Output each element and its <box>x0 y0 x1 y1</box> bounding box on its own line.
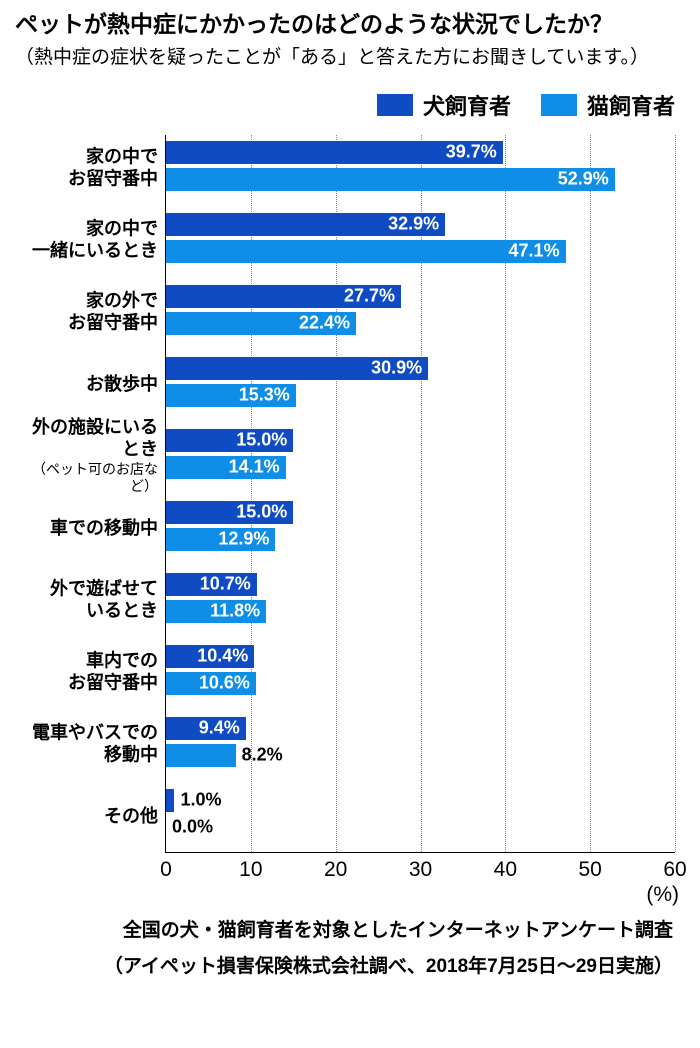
legend-item-series2: 猫飼育者 <box>541 89 675 121</box>
legend-label-2: 猫飼育者 <box>587 89 675 121</box>
value-label: 15.0% <box>236 430 293 451</box>
x-tick-label: 0 <box>160 858 172 882</box>
category-label: 車内でのお留守番中 <box>18 649 166 694</box>
footer-line-2: （アイペット損害保険株式会社調べ、2018年7月25日〜29日実施） <box>15 949 673 985</box>
x-tick-label: 40 <box>494 858 517 882</box>
x-tick-label: 20 <box>324 858 347 882</box>
category-label: その他 <box>18 805 166 828</box>
category-label: 車での移動中 <box>18 517 166 540</box>
value-label: 11.8% <box>210 601 266 622</box>
category-label: 家の中でお留守番中 <box>18 145 166 190</box>
value-label: 52.9% <box>558 169 615 190</box>
bar-row: 10.4% <box>166 645 675 668</box>
value-label: 10.6% <box>199 673 256 694</box>
value-label: 8.2% <box>236 745 283 766</box>
bar-group: 車での移動中15.0%12.9% <box>166 501 675 555</box>
legend-item-series1: 犬飼育者 <box>377 89 511 121</box>
bar-row: 0.0% <box>166 816 675 839</box>
bar-row: 8.2% <box>166 744 675 767</box>
x-tick-label: 50 <box>578 858 601 882</box>
category-label: お散歩中 <box>18 373 166 396</box>
bar-group: 外で遊ばせているとき10.7%11.8% <box>166 573 675 627</box>
category-label: 家の中で一緒にいるとき <box>18 217 166 262</box>
plot-area: 0102030405060(%)家の中でお留守番中39.7%52.9%家の中で一… <box>165 135 675 853</box>
bar-group: その他1.0%0.0% <box>166 789 675 843</box>
bar-row: 14.1% <box>166 456 675 479</box>
bar-group: 家の中で一緒にいるとき32.9%47.1% <box>166 213 675 267</box>
bar-row: 39.7% <box>166 141 675 164</box>
value-label: 15.0% <box>236 502 293 523</box>
value-label: 12.9% <box>218 529 275 550</box>
bar-row: 1.0% <box>166 789 675 812</box>
value-label: 22.4% <box>299 313 356 334</box>
category-label: 電車やバスでの移動中 <box>18 721 166 766</box>
category-label: 家の外でお留守番中 <box>18 289 166 334</box>
bar-group: 家の中でお留守番中39.7%52.9% <box>166 141 675 195</box>
chart-title: ペットが熱中症にかかったのはどのような状況でしたか？ <box>15 10 685 40</box>
bar-group: お散歩中30.9%15.3% <box>166 357 675 411</box>
bar-group: 外の施設にいるとき（ペット可のお店など）15.0%14.1% <box>166 429 675 483</box>
bar-row: 32.9% <box>166 213 675 236</box>
value-label: 30.9% <box>371 358 428 379</box>
bar-row: 10.6% <box>166 672 675 695</box>
legend-label-1: 犬飼育者 <box>423 89 511 121</box>
gridline <box>675 135 676 852</box>
bar-row: 15.3% <box>166 384 675 407</box>
chart-subtitle: （熱中症の症状を疑ったことが「ある」と答えた方にお聞きしています。） <box>15 42 685 69</box>
bar-series2 <box>166 744 236 767</box>
x-tick-label: 10 <box>239 858 262 882</box>
bar-row: 10.7% <box>166 573 675 596</box>
bar-row: 47.1% <box>166 240 675 263</box>
x-axis-unit: (%) <box>646 883 679 907</box>
bar-group: 車内でのお留守番中10.4%10.6% <box>166 645 675 699</box>
bar-row: 15.0% <box>166 501 675 524</box>
bar-group: 家の外でお留守番中27.7%22.4% <box>166 285 675 339</box>
category-label: 外の施設にいるとき（ペット可のお店など） <box>18 416 166 496</box>
footer-line-1: 全国の犬・猫飼育者を対象としたインターネットアンケート調査 <box>15 913 673 949</box>
bar-row: 9.4% <box>166 717 675 740</box>
bar-series1 <box>166 789 174 812</box>
value-label: 10.4% <box>197 646 254 667</box>
chart-footer: 全国の犬・猫飼育者を対象としたインターネットアンケート調査 （アイペット損害保険… <box>15 913 685 985</box>
bar-row: 27.7% <box>166 285 675 308</box>
value-label: 0.0% <box>166 817 213 838</box>
value-label: 9.4% <box>199 718 246 739</box>
legend-swatch-1 <box>377 94 413 116</box>
bar-series2 <box>166 168 615 191</box>
legend: 犬飼育者 猫飼育者 <box>15 89 675 121</box>
bar-row: 15.0% <box>166 429 675 452</box>
bar-row: 52.9% <box>166 168 675 191</box>
bar-row: 30.9% <box>166 357 675 380</box>
category-label: 外で遊ばせているとき <box>18 577 166 622</box>
bar-row: 22.4% <box>166 312 675 335</box>
value-label: 1.0% <box>174 790 221 811</box>
value-label: 14.1% <box>229 457 286 478</box>
bar-row: 11.8% <box>166 600 675 623</box>
bar-group: 電車やバスでの移動中9.4%8.2% <box>166 717 675 771</box>
value-label: 47.1% <box>509 241 566 262</box>
value-label: 10.7% <box>200 574 257 595</box>
value-label: 39.7% <box>446 142 503 163</box>
chart-area: 0102030405060(%)家の中でお留守番中39.7%52.9%家の中で一… <box>165 135 675 895</box>
bar-row: 12.9% <box>166 528 675 551</box>
value-label: 32.9% <box>388 214 445 235</box>
chart-container: ペットが熱中症にかかったのはどのような状況でしたか？ （熱中症の症状を疑ったこと… <box>0 0 700 995</box>
legend-swatch-2 <box>541 94 577 116</box>
value-label: 27.7% <box>344 286 401 307</box>
bar-series2 <box>166 240 566 263</box>
x-tick-label: 30 <box>409 858 432 882</box>
value-label: 15.3% <box>239 385 296 406</box>
x-tick-label: 60 <box>663 858 686 882</box>
